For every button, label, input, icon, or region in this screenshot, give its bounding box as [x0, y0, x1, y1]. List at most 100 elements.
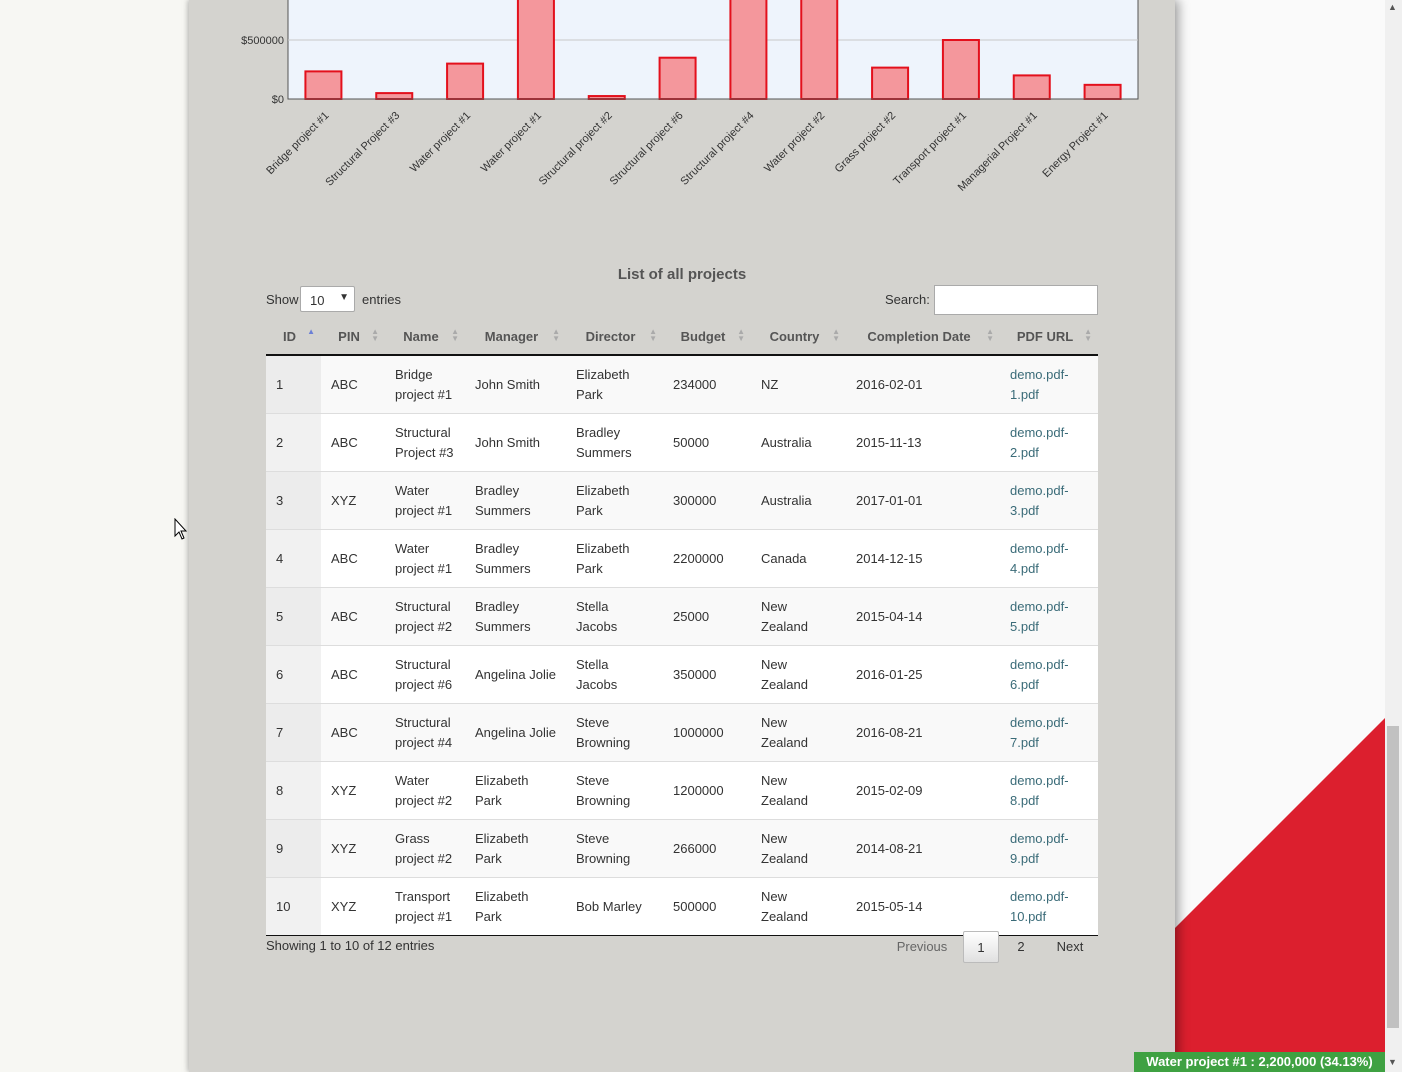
pdf-link[interactable]: demo.pdf-8.pdf: [1000, 761, 1098, 820]
column-header[interactable]: PIN ▲ ▼: [321, 318, 385, 356]
table-cell: New Zealand: [751, 819, 846, 878]
table-row: 6 ABC Structural project #6 Angelina Jolie S…: [266, 645, 1098, 704]
table-cell: 2015-05-14: [846, 877, 1000, 936]
table-cell: 50000: [663, 413, 751, 472]
table-cell: 2200000: [663, 529, 751, 588]
pdf-link[interactable]: demo.pdf-4.pdf: [1000, 529, 1098, 588]
column-header[interactable]: Director ▲ ▼: [566, 318, 663, 356]
table-cell: ABC: [321, 529, 385, 588]
bar: [871, 66, 910, 100]
table-cell: New Zealand: [751, 645, 846, 704]
sort-icon: ▲ ▼: [832, 327, 840, 343]
column-header[interactable]: Manager ▲ ▼: [465, 318, 566, 356]
table-cell: 2016-08-21: [846, 703, 1000, 762]
table-cell: 2016-01-25: [846, 645, 1000, 704]
table-cell: 25000: [663, 587, 751, 646]
table-cell: 300000: [663, 471, 751, 530]
column-header[interactable]: Budget ▲ ▼: [663, 318, 751, 356]
sort-icon: ▲ ▼: [451, 327, 459, 343]
page-button[interactable]: 2: [1017, 939, 1025, 954]
pdf-link[interactable]: demo.pdf-1.pdf: [1000, 355, 1098, 414]
table-cell: Elizabeth Park: [566, 355, 663, 414]
length-label: Show: [266, 292, 299, 307]
page-button[interactable]: Previous: [896, 939, 948, 954]
column-label: Country: [769, 328, 820, 344]
column-label: Name: [403, 328, 439, 344]
table-cell: XYZ: [321, 819, 385, 878]
x-tick-label: Structural Project #3: [323, 110, 402, 189]
scroll-thumb[interactable]: [1387, 726, 1399, 1028]
page-button[interactable]: 1: [963, 931, 999, 963]
sort-icon: ▲ ▼: [737, 327, 745, 343]
bar: [375, 92, 414, 100]
table-cell: 350000: [663, 645, 751, 704]
sort-icon: ▲ ▼: [552, 327, 560, 343]
table-row: 8 XYZ Water project #2 Elizabeth Park Steve …: [266, 761, 1098, 820]
table-row: 9 XYZ Grass project #2 Elizabeth Park Steve …: [266, 819, 1098, 878]
table-cell: ABC: [321, 645, 385, 704]
table-cell: John Smith: [465, 413, 566, 472]
length-select[interactable]: 10 ▼: [300, 286, 355, 312]
sort-icon: ▲: [307, 327, 315, 336]
column-header[interactable]: PDF URL ▲ ▼: [1000, 318, 1098, 356]
table-row: 7 ABC Structural project #4 Angelina Jolie S…: [266, 703, 1098, 762]
table-cell: 266000: [663, 819, 751, 878]
column-label: Completion Date: [867, 328, 971, 344]
table-cell: 1200000: [663, 761, 751, 820]
x-tick-label: Grass project #2: [833, 110, 899, 176]
search-input[interactable]: [934, 285, 1098, 315]
table-cell: Angelina Jolie: [465, 703, 566, 762]
table-cell: Angelina Jolie: [465, 645, 566, 704]
column-header[interactable]: ID ▲: [266, 318, 321, 356]
search-label: Search:: [885, 292, 930, 307]
plot-area: [287, 0, 1139, 100]
table-cell: 4: [266, 529, 321, 588]
scroll-down[interactable]: ▼: [1388, 1057, 1397, 1067]
table-cell: 8: [266, 761, 321, 820]
table-cell: New Zealand: [751, 877, 846, 936]
pdf-link[interactable]: demo.pdf-6.pdf: [1000, 645, 1098, 704]
table-cell: Stella Jacobs: [566, 645, 663, 704]
column-header[interactable]: Country ▲ ▼: [751, 318, 846, 356]
table-cell: 2: [266, 413, 321, 472]
pdf-link[interactable]: demo.pdf-2.pdf: [1000, 413, 1098, 472]
x-tick-label: Structural project #2: [537, 110, 615, 188]
table-cell: Bradley Summers: [465, 529, 566, 588]
x-tick-label: Energy Project #1: [1040, 110, 1110, 180]
bar: [446, 62, 485, 100]
column-label: PIN: [338, 328, 360, 344]
table-cell: 10: [266, 877, 321, 936]
pdf-link[interactable]: demo.pdf-5.pdf: [1000, 587, 1098, 646]
table-row: 5 ABC Structural project #2 Bradley Summers…: [266, 587, 1098, 646]
table-cell: 2015-02-09: [846, 761, 1000, 820]
table-cell: Canada: [751, 529, 846, 588]
bar: [1012, 74, 1051, 101]
page-button[interactable]: Next: [1056, 939, 1084, 954]
bar: [304, 70, 343, 100]
table-cell: NZ: [751, 355, 846, 414]
table-cell: 2014-08-21: [846, 819, 1000, 878]
pdf-link[interactable]: demo.pdf-3.pdf: [1000, 471, 1098, 530]
column-header[interactable]: Completion Date ▲ ▼: [846, 318, 1000, 356]
x-tick-label: Managerial Project #1: [956, 110, 1040, 194]
bar: [516, 0, 555, 100]
pdf-link[interactable]: demo.pdf-10.pdf: [1000, 877, 1098, 936]
pdf-link[interactable]: demo.pdf-9.pdf: [1000, 819, 1098, 878]
table-cell: Water project #1: [385, 471, 465, 530]
column-header[interactable]: Name ▲ ▼: [385, 318, 465, 356]
table-cell: Bob Marley: [566, 877, 663, 936]
pdf-link[interactable]: demo.pdf-7.pdf: [1000, 703, 1098, 762]
table-cell: Elizabeth Park: [465, 819, 566, 878]
bar: [1083, 83, 1122, 100]
table-cell: 7: [266, 703, 321, 762]
x-tick-label: Structural project #6: [608, 110, 686, 188]
x-tick-label: Bridge project #1: [264, 110, 331, 177]
table-cell: 6: [266, 645, 321, 704]
table-row: 10 XYZ Transport project #1 Elizabeth Park B…: [266, 877, 1098, 936]
table-cell: New Zealand: [751, 587, 846, 646]
table-cell: Australia: [751, 413, 846, 472]
sort-icon: ▲ ▼: [1084, 327, 1092, 343]
table-cell: Stella Jacobs: [566, 587, 663, 646]
x-tick-label: Water project #1: [479, 110, 544, 175]
scroll-up[interactable]: ▲: [1388, 2, 1397, 12]
